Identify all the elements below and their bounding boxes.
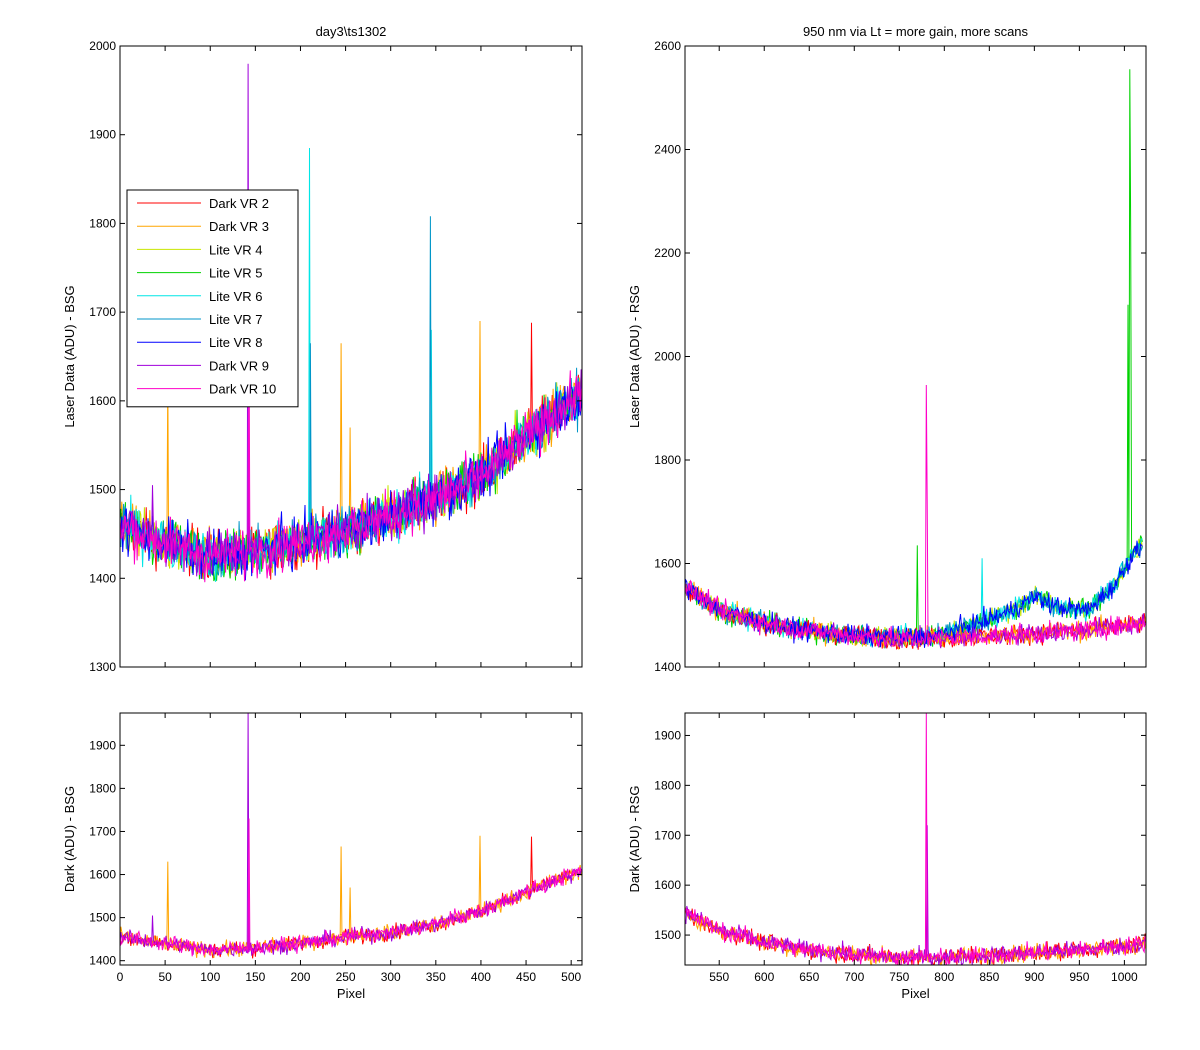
axes-box-br xyxy=(684,712,1147,966)
xtick-label: 850 xyxy=(979,970,999,984)
ytick-label: 1900 xyxy=(89,128,116,142)
ytick-label: 1600 xyxy=(654,557,681,571)
ytick-label: 1600 xyxy=(89,394,116,408)
legend-label-lite-vr-7: Lite VR 7 xyxy=(209,312,262,327)
series-dark-vr-10-tr xyxy=(685,384,1146,648)
plot-area-br xyxy=(685,713,1146,965)
axes-box-bl xyxy=(119,712,583,966)
ytick-label: 1600 xyxy=(89,868,116,882)
xtick-label: 350 xyxy=(426,970,446,984)
legend-label-dark-vr-9: Dark VR 9 xyxy=(209,358,269,373)
series-lite-vr-5-tr xyxy=(685,69,1143,648)
ytick-label: 1900 xyxy=(654,728,681,742)
ytick-label: 1800 xyxy=(654,453,681,467)
xtick-label: 700 xyxy=(844,970,864,984)
xtick-label: 400 xyxy=(471,970,491,984)
xtick-label: 600 xyxy=(754,970,774,984)
chart-bl: 1400 1500 1600 1700 1800 1900 0 50 100 150 200 250 3… xyxy=(62,712,583,1001)
chart-title-tr: 950 nm via Lt = more gain, more scans xyxy=(803,24,1029,39)
xtick-label: 100 xyxy=(200,970,220,984)
ytick-label: 1400 xyxy=(654,660,681,674)
y-axis-label-tr: Laser Data (ADU) - RSG xyxy=(627,285,642,428)
ytick-label: 1500 xyxy=(89,911,116,925)
y-axis-label-br: Dark (ADU) - RSG xyxy=(627,786,642,893)
ytick-label: 2000 xyxy=(654,350,681,364)
xtick-label: 900 xyxy=(1024,970,1044,984)
xtick-label: 750 xyxy=(889,970,909,984)
xtick-label: 0 xyxy=(117,970,124,984)
legend: Dark VR 2 Dark VR 3 Lite VR 4 Lite VR 5 Lite… xyxy=(126,189,299,408)
plot-area-tr xyxy=(685,69,1146,650)
legend-label-lite-vr-8: Lite VR 8 xyxy=(209,335,262,350)
axes-box-tr xyxy=(684,45,1147,668)
ytick-label: 1400 xyxy=(89,571,116,585)
series-dark-vr-10-bl xyxy=(120,818,582,957)
ytick-label: 1700 xyxy=(89,305,116,319)
series-dark-vr-10-tl xyxy=(120,329,582,583)
ytick-label: 1600 xyxy=(654,878,681,892)
x-axis-label-bl: Pixel xyxy=(337,986,365,1001)
xtick-label: 250 xyxy=(336,970,356,984)
xtick-label: 950 xyxy=(1069,970,1089,984)
series-dark-vr-10-br xyxy=(685,713,1146,965)
y-axis-label-bl: Dark (ADU) - BSG xyxy=(62,786,77,892)
plot-area-tl xyxy=(120,63,582,583)
ytick-label: 1800 xyxy=(654,778,681,792)
legend-label-lite-vr-5: Lite VR 5 xyxy=(209,266,262,281)
series-lite-vr-8-tr xyxy=(685,540,1143,648)
ytick-label: 1900 xyxy=(89,738,116,752)
xtick-label: 500 xyxy=(561,970,581,984)
ytick-label: 2600 xyxy=(654,39,681,53)
chart-title-tl: day3\ts1302 xyxy=(316,24,387,39)
xtick-label: 150 xyxy=(245,970,265,984)
ytick-label: 1400 xyxy=(89,954,116,968)
ytick-label: 1700 xyxy=(89,824,116,838)
ytick-label: 1800 xyxy=(89,781,116,795)
chart-tr: 1400 1600 1800 2000 2200 2400 2600 950 nm via L… xyxy=(627,24,1147,674)
plot-area-bl xyxy=(120,713,582,959)
xtick-label: 1000 xyxy=(1111,970,1138,984)
legend-label-dark-vr-3: Dark VR 3 xyxy=(209,219,269,234)
y-axis-label-tl: Laser Data (ADU) - BSG xyxy=(62,285,77,427)
ytick-label: 1300 xyxy=(89,660,116,674)
axes-box-tl xyxy=(119,45,583,668)
xtick-label: 200 xyxy=(290,970,310,984)
legend-label-dark-vr-2: Dark VR 2 xyxy=(209,196,269,211)
xtick-label: 650 xyxy=(799,970,819,984)
xtick-label: 450 xyxy=(516,970,536,984)
x-axis-label-br: Pixel xyxy=(901,986,929,1001)
ytick-label: 2200 xyxy=(654,246,681,260)
ytick-label: 1500 xyxy=(89,483,116,497)
legend-label-dark-vr-10: Dark VR 10 xyxy=(209,382,276,397)
xtick-label: 550 xyxy=(709,970,729,984)
legend-label-lite-vr-6: Lite VR 6 xyxy=(209,289,262,304)
ytick-label: 1500 xyxy=(654,928,681,942)
xtick-label: 300 xyxy=(381,970,401,984)
ytick-label: 1700 xyxy=(654,828,681,842)
xtick-label: 800 xyxy=(934,970,954,984)
chart-br: 1500 1600 1700 1800 1900 550 600 650 700 750 800 85… xyxy=(627,712,1147,1001)
ytick-label: 2400 xyxy=(654,143,681,157)
legend-label-lite-vr-4: Lite VR 4 xyxy=(209,242,262,257)
chart-tl: 1300 1400 1500 1600 1700 1800 1900 2000 day3\ts1… xyxy=(62,24,583,674)
ytick-label: 2000 xyxy=(89,39,116,53)
ytick-label: 1800 xyxy=(89,216,116,230)
xtick-label: 50 xyxy=(158,970,172,984)
